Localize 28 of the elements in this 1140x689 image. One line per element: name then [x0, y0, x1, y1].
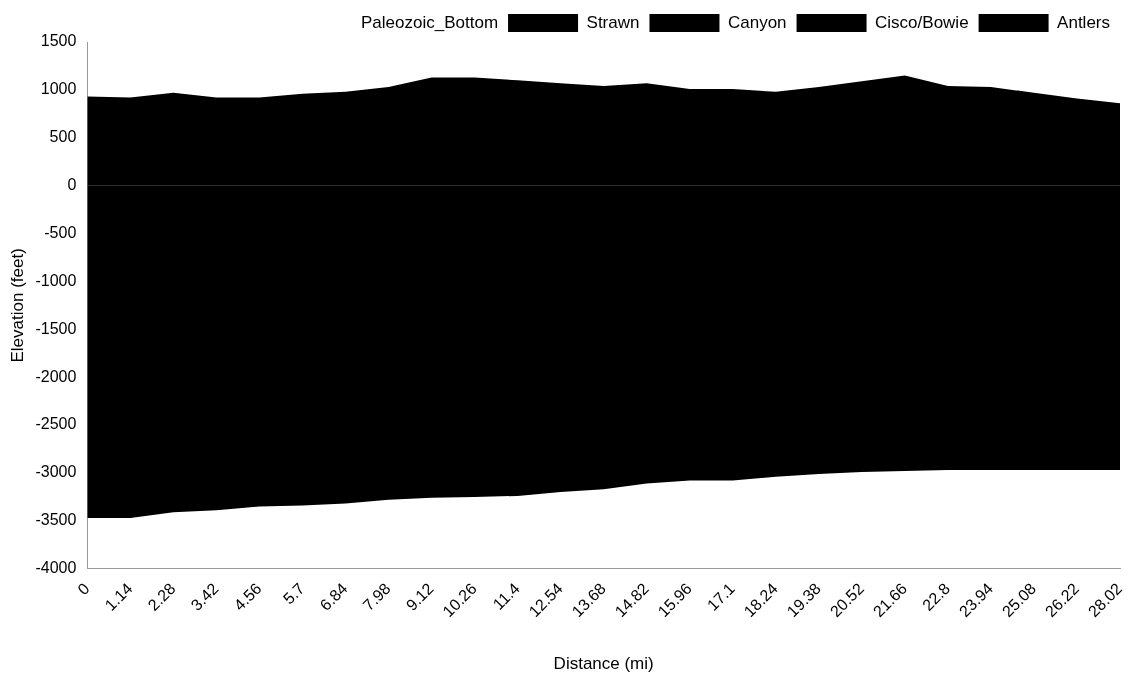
x-tick-label: 7.98 — [359, 579, 394, 614]
y-tick-label: -4000 — [35, 559, 77, 577]
x-tick-label: 3.42 — [187, 579, 222, 614]
x-tick-label: 9.12 — [402, 579, 437, 614]
x-tick-label: 0 — [74, 579, 93, 599]
x-axis-title: Distance (mi) — [553, 654, 654, 674]
y-tick-label: -2000 — [35, 367, 77, 385]
y-tick-label: 0 — [67, 176, 77, 194]
y-tick-label: -3500 — [35, 511, 77, 529]
x-tick-label: 4.56 — [230, 579, 265, 614]
legend-label: Strawn — [586, 12, 640, 32]
y-tick-label: -3000 — [35, 463, 77, 481]
y-tick-label: -2500 — [35, 415, 77, 433]
legend-label: Canyon — [727, 12, 787, 32]
x-tick-label: 17.1 — [703, 579, 739, 614]
x-tick-label: 11.4 — [489, 579, 523, 613]
y-tick-label: -1500 — [35, 319, 77, 337]
x-tick-label: 5.7 — [279, 579, 308, 608]
text: Paleozoic_Bottom — [361, 12, 499, 32]
y-tick-label: 500 — [49, 128, 77, 146]
legend-label: Antlers — [1057, 12, 1111, 32]
y-tick-label: 1000 — [40, 80, 77, 98]
legend-label: Cisco/Bowie — [875, 12, 969, 32]
y-axis-title: Elevation (feet) — [7, 248, 27, 363]
x-tick-label: 6.84 — [316, 579, 351, 614]
y-tick-label: -500 — [44, 223, 77, 241]
y-tick-label: 1500 — [40, 32, 77, 50]
y-tick-label: -1000 — [35, 271, 77, 289]
